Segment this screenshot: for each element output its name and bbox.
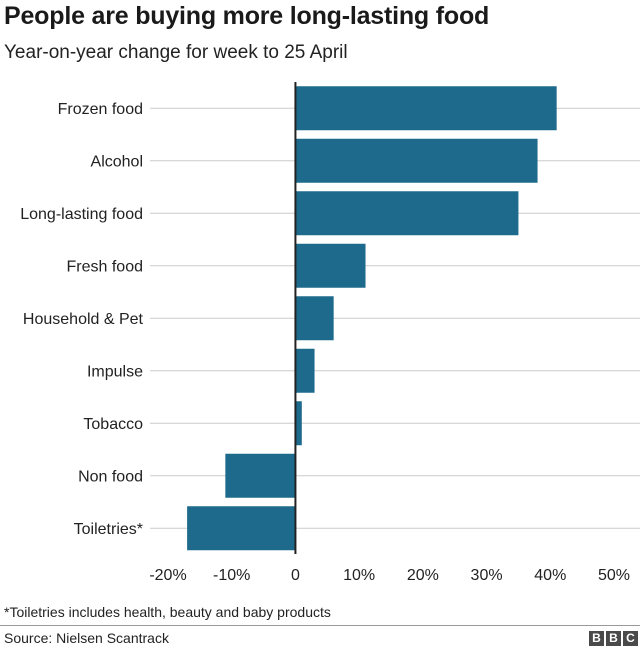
footer-divider (0, 625, 640, 626)
x-tick-label: 30% (471, 567, 503, 584)
x-tick-label: -10% (213, 567, 250, 584)
category-label: Frozen food (58, 101, 143, 118)
bbc-logo-letter: B (606, 631, 621, 646)
bar (295, 191, 519, 236)
chart-subtitle: Year-on-year change for week to 25 April (4, 42, 348, 63)
bar (187, 506, 296, 551)
category-label: Fresh food (67, 258, 143, 275)
bar (225, 453, 296, 498)
chart-title: People are buying more long-lasting food (4, 2, 490, 30)
bbc-logo-letter: B (589, 631, 604, 646)
bar-chart: Frozen food Alcohol Long-lasting food Fresh… (20, 82, 640, 584)
bar (295, 348, 315, 393)
bar (295, 138, 538, 183)
category-label: Non food (78, 468, 143, 485)
bar (295, 296, 334, 341)
bar (295, 243, 366, 288)
x-tick-label: 10% (343, 567, 375, 584)
category-label: Alcohol (91, 153, 143, 170)
category-label: Tobacco (83, 416, 143, 433)
category-label: Long-lasting food (20, 206, 143, 223)
bar (295, 401, 302, 446)
source-note: Source: Nielsen Scantrack (4, 630, 169, 646)
category-label: Household & Pet (23, 311, 144, 328)
category-label: Toiletries* (74, 521, 143, 538)
bbc-logo: B B C (589, 631, 638, 646)
x-tick-label: -20% (149, 567, 186, 584)
footnote: *Toiletries includes health, beauty and … (4, 604, 331, 620)
x-tick-label: 50% (598, 567, 630, 584)
category-label: Impulse (87, 363, 143, 380)
bbc-logo-letter: C (623, 631, 638, 646)
bar (295, 86, 557, 131)
x-tick-label: 20% (407, 567, 439, 584)
x-tick-label: 0 (291, 567, 300, 584)
x-tick-label: 40% (534, 567, 566, 584)
